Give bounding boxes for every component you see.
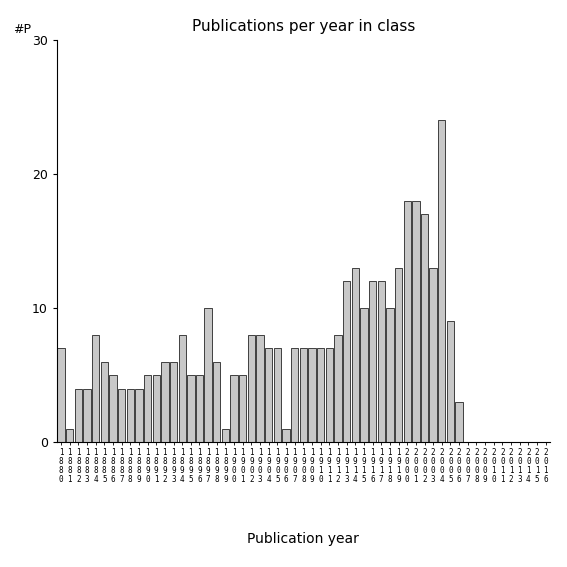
Bar [248, 335, 255, 442]
Bar [291, 348, 298, 442]
Bar [447, 321, 454, 442]
Bar [100, 362, 108, 442]
Bar [75, 388, 82, 442]
Bar [187, 375, 194, 442]
Bar [360, 308, 367, 442]
Bar [161, 362, 168, 442]
Bar [378, 281, 385, 442]
Bar [66, 429, 73, 442]
Bar [335, 335, 342, 442]
Bar [274, 348, 281, 442]
Bar [92, 335, 99, 442]
Bar [438, 120, 446, 442]
Bar [136, 388, 142, 442]
Bar [265, 348, 272, 442]
Title: Publications per year in class: Publications per year in class [192, 19, 415, 35]
Bar [83, 388, 91, 442]
Bar [395, 268, 402, 442]
Bar [205, 308, 212, 442]
Bar [153, 375, 160, 442]
Bar [239, 375, 247, 442]
Bar [118, 388, 125, 442]
Bar [196, 375, 203, 442]
X-axis label: Publication year: Publication year [247, 532, 359, 547]
Bar [325, 348, 333, 442]
Bar [412, 201, 420, 442]
Bar [455, 402, 463, 442]
Bar [170, 362, 177, 442]
Bar [144, 375, 151, 442]
Bar [429, 268, 437, 442]
Bar [369, 281, 376, 442]
Bar [57, 348, 65, 442]
Bar [343, 281, 350, 442]
Bar [352, 268, 359, 442]
Bar [109, 375, 117, 442]
Bar [317, 348, 324, 442]
Bar [282, 429, 290, 442]
Bar [213, 362, 221, 442]
Bar [404, 201, 411, 442]
Bar [179, 335, 186, 442]
Bar [126, 388, 134, 442]
Bar [421, 214, 428, 442]
Y-axis label: #P: #P [13, 23, 31, 36]
Bar [300, 348, 307, 442]
Bar [308, 348, 316, 442]
Bar [230, 375, 238, 442]
Bar [386, 308, 393, 442]
Bar [256, 335, 264, 442]
Bar [222, 429, 229, 442]
